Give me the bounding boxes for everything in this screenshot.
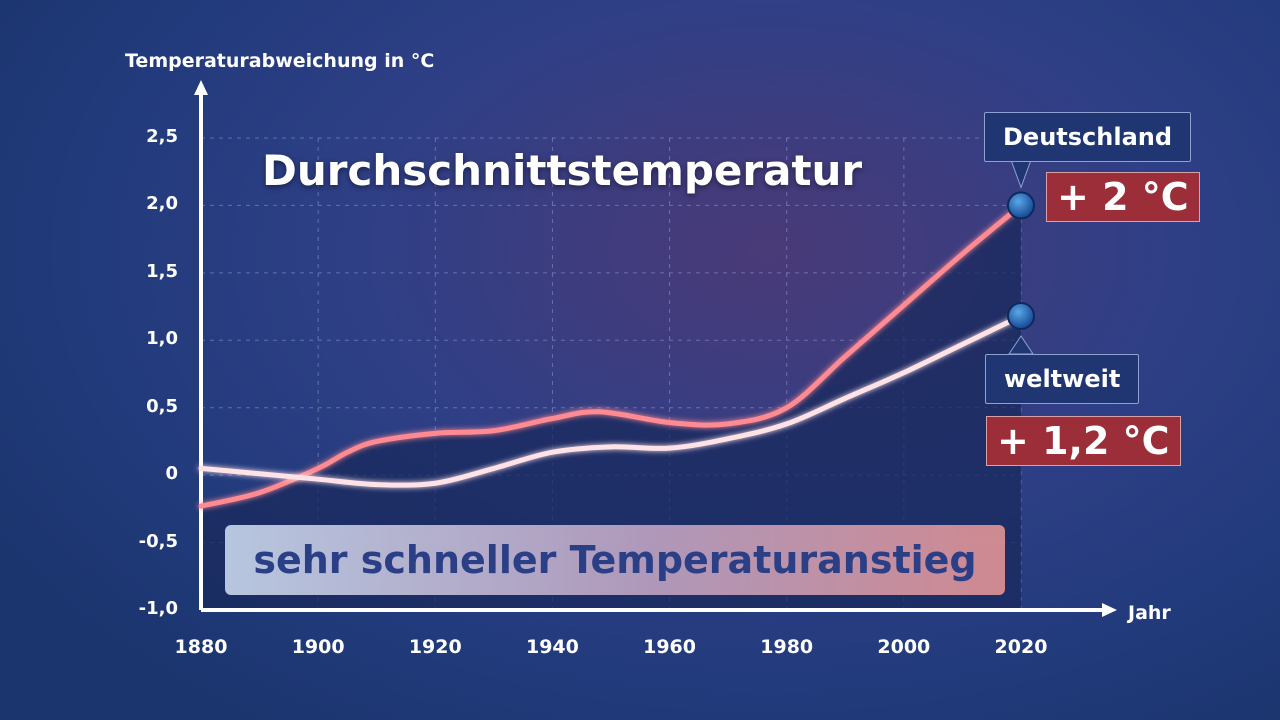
axes (194, 80, 1117, 617)
x-tick-label: 1940 (525, 636, 579, 658)
x-tick-label: 1960 (643, 636, 696, 658)
trend-banner-text: sehr schneller Temperaturanstieg (253, 538, 977, 582)
series-line-weltweit (198, 313, 1024, 488)
series-line-deutschland (198, 202, 1024, 509)
x-tick-label: 2000 (877, 636, 931, 658)
y-tick-label: -1,0 (138, 598, 178, 619)
world-callout: weltweit (985, 354, 1140, 404)
y-tick-label: 2,5 (146, 126, 178, 147)
x-axis-title: Jahr (1128, 602, 1171, 624)
x-tick-label: 1980 (760, 636, 814, 658)
series-lines (198, 202, 1024, 509)
germany-value-box: + 2 °C (1046, 172, 1200, 222)
chart-title: Durchschnittstemperatur (262, 146, 863, 195)
germany-callout-pointer (1010, 159, 1032, 189)
x-tick-label: 1920 (408, 636, 462, 658)
y-axis-arrow (194, 80, 208, 95)
world-value-box: + 1,2 °C (986, 416, 1181, 466)
end-marker-weltweit (1007, 302, 1035, 331)
end-marker-deutschland (1007, 191, 1035, 220)
y-tick-label: 0 (165, 463, 178, 485)
trend-banner: sehr schneller Temperaturanstieg (225, 525, 1005, 595)
x-tick-label: 1880 (174, 636, 228, 658)
y-axis-title: Temperaturabweichung in °C (125, 50, 435, 72)
germany-callout: Deutschland (984, 112, 1192, 162)
x-tick-label: 1900 (291, 636, 345, 658)
y-tick-label: 2,0 (146, 193, 178, 215)
y-tick-label: -0,5 (138, 530, 178, 552)
end-markers (1007, 159, 1035, 355)
y-tick-label: 1,0 (146, 328, 178, 350)
y-tick-label: 1,5 (146, 260, 178, 282)
area-under-curve (201, 205, 1021, 610)
y-tick-label: 0,5 (146, 395, 178, 417)
x-axis-arrow (1102, 603, 1117, 617)
x-tick-label: 2020 (994, 636, 1048, 658)
